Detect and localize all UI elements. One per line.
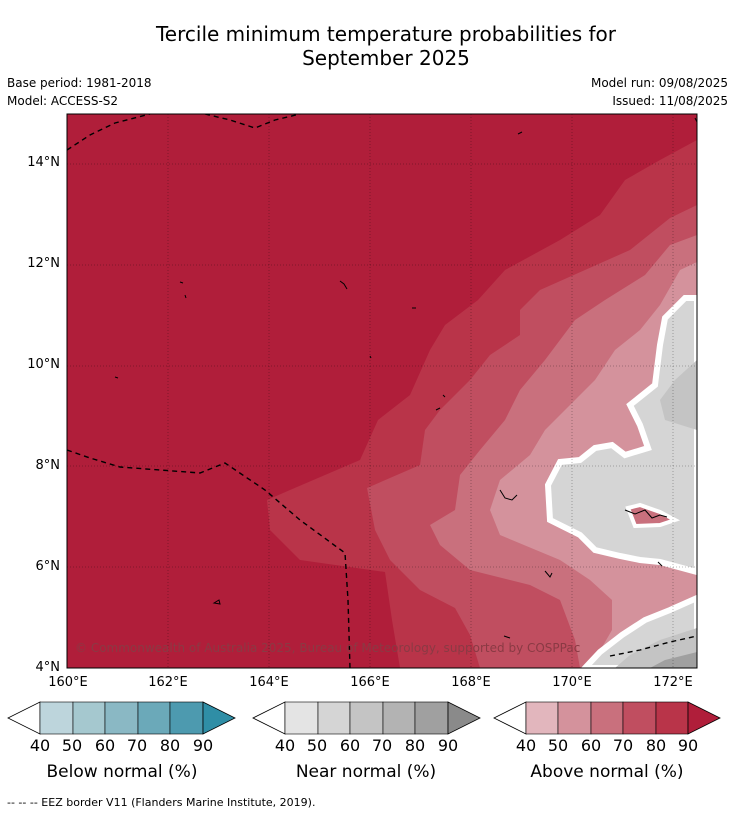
- above-over-triangle: [687, 701, 721, 735]
- below-swatch-40: [39, 701, 74, 735]
- lon-tick-168e: 168°E: [451, 675, 491, 690]
- below-tick-60: 60: [94, 736, 116, 755]
- below-swatch-80: [169, 701, 204, 735]
- near-normal-south-darkest: [650, 652, 697, 668]
- above-swatch-70: [622, 701, 657, 735]
- gridlines: [67, 114, 697, 668]
- above-normal-label: Above normal (%): [530, 762, 684, 782]
- above-tick-70: 70: [612, 736, 634, 755]
- lon-tick-166e: 166°E: [350, 675, 390, 690]
- near-swatch-80: [414, 701, 449, 735]
- above-island-patch: [625, 502, 681, 529]
- above-under-triangle: [493, 701, 527, 735]
- above-swatch-60: [590, 701, 624, 735]
- lon-tick-172e: 172°E: [653, 675, 693, 690]
- colorbars: [7, 701, 721, 735]
- near-normal-label: Near normal (%): [295, 762, 437, 782]
- model-run: Model run: 09/08/2025: [590, 76, 728, 90]
- near-tick-90: 90: [437, 736, 459, 755]
- near-normal-colorbar: [252, 701, 481, 735]
- above-swatch-40: [525, 701, 559, 735]
- lat-tick-12n: 12°N: [27, 256, 60, 271]
- near-under-triangle: [252, 701, 286, 735]
- lon-tick-170e: 170°E: [552, 675, 592, 690]
- below-swatch-70: [137, 701, 171, 735]
- lon-tick-160e: 160°E: [48, 675, 88, 690]
- below-tick-40: 40: [29, 736, 51, 755]
- above-tick-50: 50: [547, 736, 569, 755]
- chart-title: Tercile minimum temperature probabilitie…: [0, 22, 736, 70]
- meta-left: Base period: 1981-2018 Model: ACCESS-S2: [7, 74, 152, 110]
- above-tick-40: 40: [515, 736, 537, 755]
- title-line-2: September 2025: [302, 46, 470, 70]
- base-period: Base period: 1981-2018: [7, 76, 152, 90]
- below-over-triangle: [202, 701, 236, 735]
- lon-tick-164e: 164°E: [249, 675, 289, 690]
- below-tick-50: 50: [61, 736, 83, 755]
- near-tick-40: 40: [274, 736, 296, 755]
- eez-borders: [67, 114, 697, 668]
- below-swatch-60: [104, 701, 139, 735]
- below-swatch-50: [72, 701, 106, 735]
- islands: [114, 117, 697, 639]
- near-tick-80: 80: [404, 736, 426, 755]
- below-normal-label: Below normal (%): [46, 762, 198, 782]
- copyright-text: © Commonwealth of Australia 2025, Bureau…: [75, 641, 581, 655]
- model-name: Model: ACCESS-S2: [7, 94, 119, 108]
- below-under-triangle: [7, 701, 41, 735]
- lat-tick-8n: 8°N: [35, 458, 61, 473]
- title-line-1: Tercile minimum temperature probabilitie…: [155, 22, 617, 46]
- lat-tick-6n: 6°N: [35, 559, 61, 574]
- lat-tick-4n: 4°N: [35, 660, 61, 675]
- near-over-triangle: [447, 701, 481, 735]
- above-swatch-80: [655, 701, 689, 735]
- near-swatch-40: [284, 701, 319, 735]
- issued-date: Issued: 11/08/2025: [612, 94, 728, 108]
- above-tick-90: 90: [677, 736, 699, 755]
- below-tick-70: 70: [126, 736, 148, 755]
- meta-right: Model run: 09/08/2025 Issued: 11/08/2025: [591, 74, 728, 110]
- above-tick-80: 80: [645, 736, 667, 755]
- near-normal-region: [544, 295, 697, 576]
- near-tick-50: 50: [306, 736, 328, 755]
- near-tick-70: 70: [371, 736, 393, 755]
- below-normal-colorbar: [7, 701, 236, 735]
- near-swatch-70: [382, 701, 416, 735]
- near-tick-60: 60: [339, 736, 361, 755]
- lon-tick-162e: 162°E: [148, 675, 188, 690]
- eez-border-note: -- -- -- EEZ border V11 (Flanders Marine…: [7, 796, 316, 809]
- below-tick-80: 80: [159, 736, 181, 755]
- above-tick-60: 60: [580, 736, 602, 755]
- probability-field: [67, 114, 697, 668]
- above-swatch-50: [557, 701, 592, 735]
- lat-tick-14n: 14°N: [27, 155, 60, 170]
- near-swatch-60: [349, 701, 384, 735]
- lat-tick-10n: 10°N: [27, 357, 60, 372]
- near-normal-darker-region: [660, 360, 697, 430]
- near-swatch-50: [317, 701, 351, 735]
- above-normal-colorbar: [493, 701, 721, 735]
- map-frame: [66, 113, 698, 669]
- below-tick-90: 90: [192, 736, 214, 755]
